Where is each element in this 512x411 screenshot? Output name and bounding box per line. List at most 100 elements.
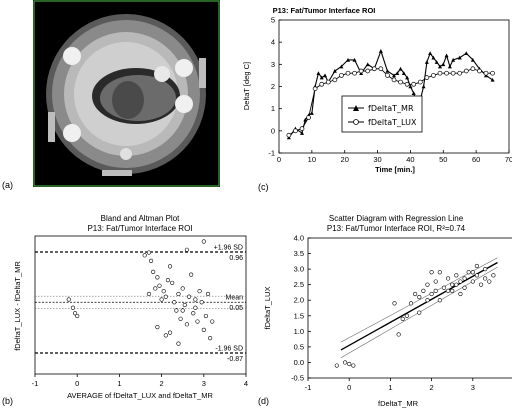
data-point bbox=[151, 269, 156, 274]
y-tick-label: 5 bbox=[271, 16, 275, 25]
x-tick-label: 30 bbox=[373, 155, 381, 164]
x-tick-label: 20 bbox=[341, 155, 349, 164]
data-point bbox=[70, 305, 76, 310]
y-tick-label: 3.0 bbox=[294, 265, 304, 274]
point-fDeltaT_MR bbox=[392, 73, 396, 78]
point-fDeltaT_MR bbox=[401, 71, 406, 75]
legend-lux: fDeltaT_LUX bbox=[368, 118, 417, 127]
confidence-band-upper bbox=[340, 257, 498, 343]
reference-line-value: 0.96 bbox=[229, 255, 243, 262]
reference-line-value: 0.05 bbox=[229, 305, 243, 312]
y-tick-label: 1 bbox=[271, 104, 275, 113]
y-tick-label: 2.0 bbox=[294, 296, 304, 305]
y-tick-label: 4.0 bbox=[294, 234, 304, 243]
data-point bbox=[429, 270, 434, 275]
point-fDeltaT_MR bbox=[395, 71, 400, 75]
point-fDeltaT_LUX bbox=[398, 79, 403, 85]
y-tick-label: 2.5 bbox=[294, 280, 304, 289]
data-point bbox=[470, 270, 475, 275]
data-point bbox=[417, 295, 422, 300]
point-fDeltaT_LUX bbox=[470, 66, 476, 72]
chart-b-subtitle: P13: Fat/Tumor Interface ROI bbox=[87, 224, 192, 233]
point-fDeltaT_MR bbox=[405, 75, 410, 80]
data-point bbox=[445, 288, 451, 293]
data-point bbox=[400, 316, 405, 321]
y-tick-label: 1.0 bbox=[294, 327, 304, 336]
point-fDeltaT_MR bbox=[332, 68, 337, 73]
data-point bbox=[205, 291, 211, 297]
point-fDeltaT_LUX bbox=[286, 132, 292, 138]
panel-label-a: (a) bbox=[2, 180, 13, 190]
data-point bbox=[182, 302, 187, 308]
y-tick-label: 0.5 bbox=[294, 342, 304, 351]
y-tick-label: 2 bbox=[271, 82, 275, 91]
point-fDeltaT_LUX bbox=[385, 73, 390, 78]
point-fDeltaT_LUX bbox=[411, 81, 417, 87]
data-point bbox=[433, 279, 438, 284]
data-point bbox=[201, 239, 206, 244]
data-point bbox=[210, 319, 215, 324]
data-point bbox=[148, 258, 154, 263]
data-point bbox=[155, 324, 160, 330]
point-fDeltaT_LUX bbox=[306, 115, 311, 120]
data-point bbox=[437, 298, 442, 303]
data-point bbox=[199, 300, 204, 305]
y-tick-label: -1 bbox=[268, 149, 275, 158]
x-tick-label: 60 bbox=[472, 155, 480, 164]
data-point bbox=[191, 311, 196, 316]
y-tick-label: -0.5 bbox=[291, 374, 304, 383]
point-fDeltaT_LUX bbox=[437, 70, 443, 76]
data-point bbox=[445, 276, 451, 281]
x-tick-label: 0 bbox=[277, 155, 281, 164]
data-point bbox=[396, 332, 401, 337]
data-point bbox=[180, 286, 185, 291]
point-fDeltaT_LUX bbox=[378, 66, 384, 72]
x-tick-label: 0 bbox=[347, 383, 351, 392]
reference-line-label: -1.96 SD bbox=[215, 346, 243, 353]
point-fDeltaT_MR bbox=[300, 131, 304, 135]
point-fDeltaT_LUX bbox=[417, 79, 423, 85]
x-tick-label: 2 bbox=[160, 379, 164, 388]
chart-d-xlabel: fDeltaT_MR bbox=[378, 399, 419, 408]
point-fDeltaT_MR bbox=[408, 84, 413, 89]
data-point bbox=[351, 363, 356, 368]
point-fDeltaT_MR bbox=[421, 84, 426, 89]
data-point bbox=[454, 282, 459, 287]
point-fDeltaT_LUX bbox=[424, 75, 430, 80]
chart-c-title: P13: Fat/Tumor Interface ROI bbox=[273, 6, 376, 15]
point-fDeltaT_MR bbox=[428, 51, 433, 56]
point-fDeltaT_LUX bbox=[391, 77, 397, 83]
chart-b-ylabel: fDeltaT_LUX - fDeltaT_MR bbox=[13, 261, 22, 351]
data-point bbox=[184, 247, 190, 252]
mri-image-panel bbox=[33, 0, 220, 187]
x-tick-label: 10 bbox=[308, 155, 316, 164]
point-fDeltaT_LUX bbox=[431, 73, 436, 78]
data-point bbox=[433, 288, 438, 293]
chart-b-title: Bland and Altman Plot bbox=[101, 214, 180, 223]
point-fDeltaT_LUX bbox=[490, 70, 495, 76]
data-point bbox=[174, 308, 179, 313]
data-point bbox=[189, 272, 194, 277]
data-point bbox=[178, 316, 183, 321]
x-tick-label: 70 bbox=[505, 155, 512, 164]
point-fDeltaT_LUX bbox=[299, 126, 305, 131]
data-point bbox=[203, 313, 209, 319]
data-point bbox=[450, 288, 455, 293]
data-point bbox=[454, 273, 459, 278]
reference-line-label: +1.96 SD bbox=[214, 245, 243, 252]
data-point bbox=[195, 319, 200, 324]
data-point bbox=[165, 278, 171, 283]
data-point bbox=[417, 310, 422, 315]
point-fDeltaT_LUX bbox=[365, 68, 371, 74]
data-point bbox=[163, 333, 168, 338]
data-point bbox=[146, 291, 152, 297]
point-fDeltaT_MR bbox=[444, 53, 449, 58]
point-fDeltaT_MR bbox=[352, 57, 357, 62]
data-point bbox=[491, 273, 496, 278]
point-fDeltaT_LUX bbox=[325, 79, 331, 85]
data-point bbox=[413, 291, 418, 297]
data-point bbox=[170, 280, 175, 286]
data-point bbox=[176, 341, 181, 346]
chart-d-ylabel: fDeltaT_LUX bbox=[263, 287, 272, 330]
